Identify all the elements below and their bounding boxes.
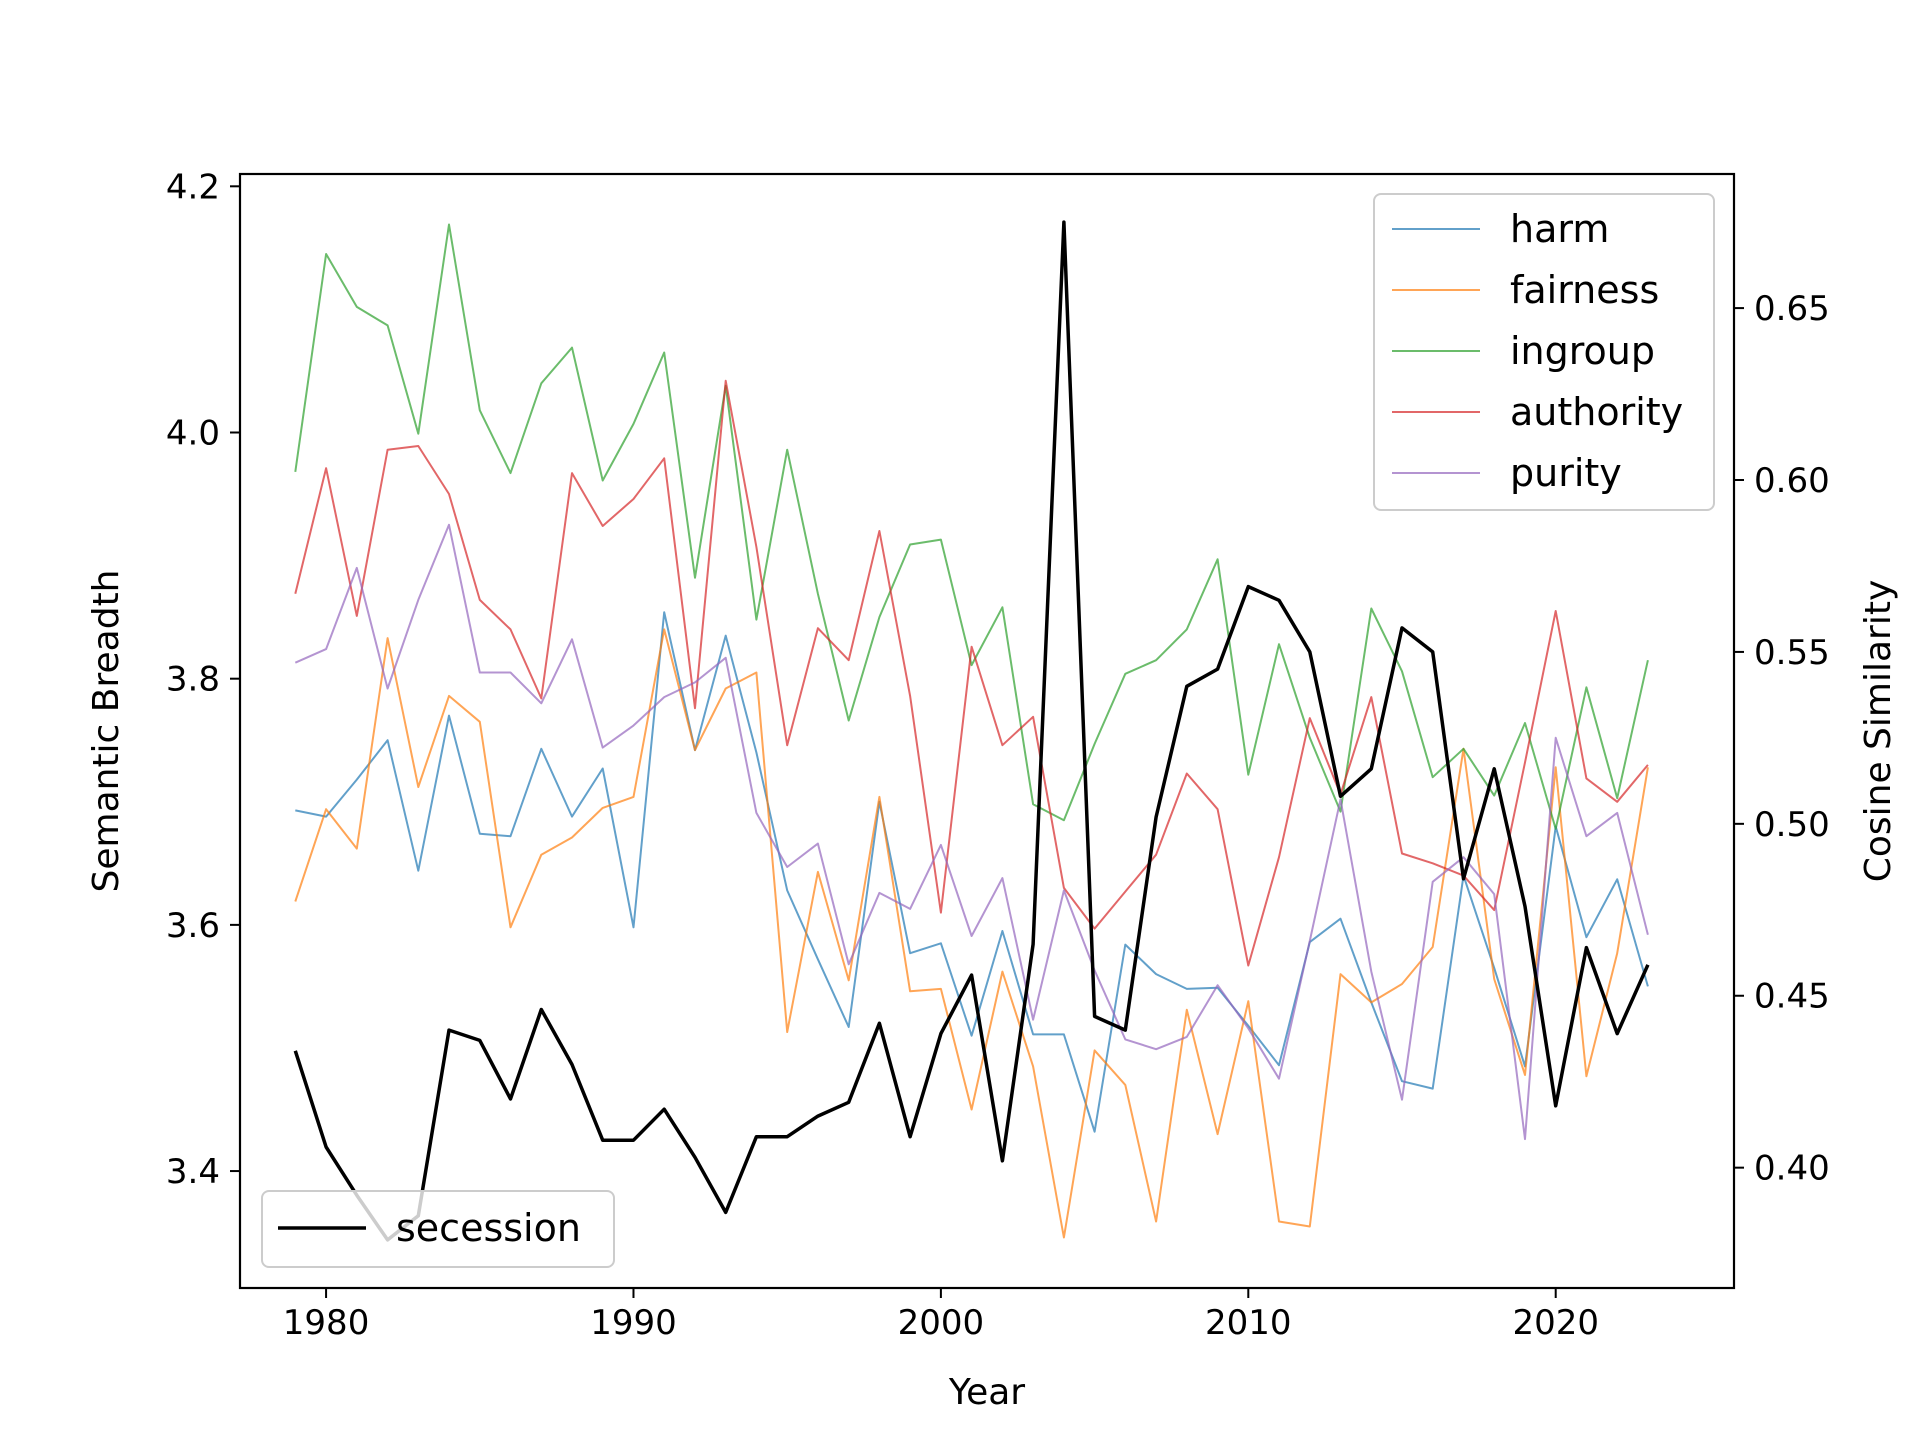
legend-label-fairness: fairness <box>1510 268 1659 312</box>
left-y-tick-label: 3.8 <box>166 660 220 700</box>
right-y-tick-label: 0.65 <box>1754 289 1830 329</box>
right-y-tick-label: 0.40 <box>1754 1149 1830 1189</box>
x-tick-label: 1980 <box>283 1303 370 1343</box>
x-tick-label: 2010 <box>1205 1303 1292 1343</box>
right-y-tick-label: 0.60 <box>1754 461 1830 501</box>
right-series-lines <box>293 220 1650 1242</box>
legend-label-purity: purity <box>1510 451 1622 495</box>
left-series-lines <box>294 223 1649 1239</box>
x-axis-ticks: 1980 1990 2000 2010 2020 <box>283 1288 1599 1343</box>
right-y-tick-label: 0.55 <box>1754 633 1830 673</box>
series-line-authority <box>294 379 1649 967</box>
legend-label-secession: secession <box>396 1206 581 1250</box>
legend-upper-box <box>1373 193 1715 511</box>
series-line-secession <box>293 220 1650 1242</box>
x-tick-label: 2000 <box>898 1303 985 1343</box>
right-y-tick-label: 0.45 <box>1754 977 1830 1017</box>
legend-label-harm: harm <box>1510 207 1609 251</box>
right-y-axis-label: Cosine Similarity <box>1858 580 1899 883</box>
left-y-axis-label: Semantic Breadth <box>86 570 127 893</box>
x-tick-label: 2020 <box>1512 1303 1599 1343</box>
x-axis-label: Year <box>948 1372 1025 1413</box>
left-y-tick-label: 3.6 <box>166 906 220 946</box>
legend-label-ingroup: ingroup <box>1510 329 1655 373</box>
legend-lower: secession <box>261 1190 615 1268</box>
plot-frame <box>238 172 1736 1290</box>
series-line-purity <box>294 523 1649 1141</box>
legend-lower-box <box>261 1190 615 1268</box>
left-y-tick-label: 4.0 <box>166 413 220 453</box>
series-line-harm <box>295 611 1649 1133</box>
series-line-ingroup <box>294 223 1649 830</box>
legend-upper: harm fairness ingroup authority purity <box>1373 193 1715 511</box>
x-tick-label: 1990 <box>590 1303 677 1343</box>
left-y-axis-ticks: 3.4 3.6 3.8 4.0 4.2 <box>166 167 240 1192</box>
left-y-tick-label: 4.2 <box>166 167 220 207</box>
legend-label-authority: authority <box>1510 390 1683 434</box>
right-y-tick-label: 0.50 <box>1754 805 1830 845</box>
right-y-axis-ticks: 0.40 0.45 0.50 0.55 0.60 0.65 <box>1734 289 1830 1189</box>
left-y-tick-label: 3.4 <box>166 1152 220 1192</box>
